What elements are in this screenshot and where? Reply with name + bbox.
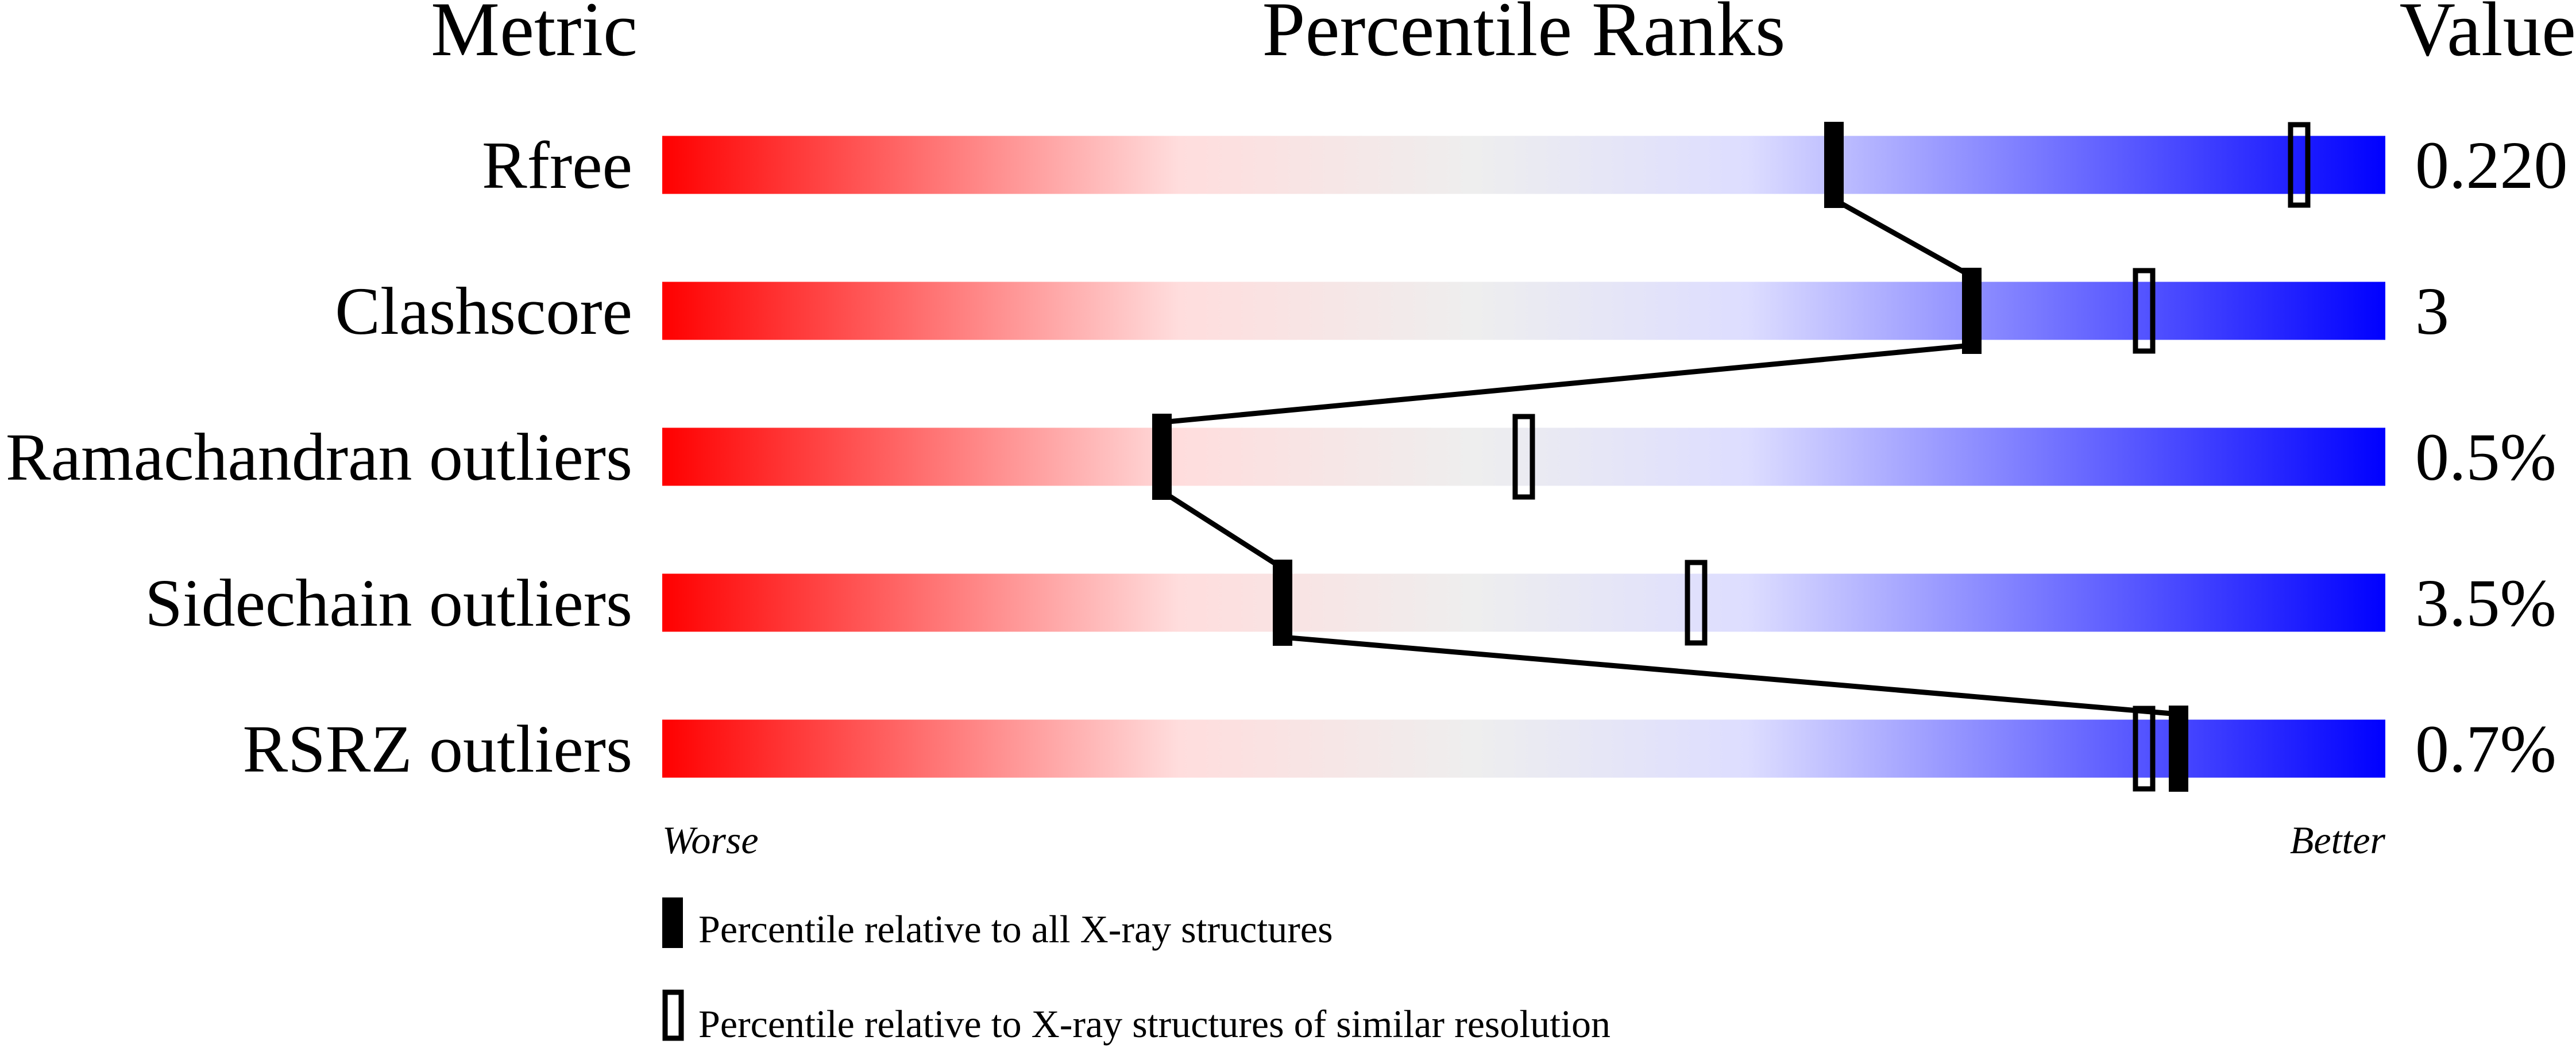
header-value: Value bbox=[2400, 0, 2576, 72]
marker-all-structures bbox=[1273, 560, 1292, 646]
metric-value: 3 bbox=[2415, 273, 2449, 349]
metric-value: 0.220 bbox=[2415, 128, 2568, 203]
header-percentile-ranks: Percentile Ranks bbox=[1262, 0, 1786, 72]
connector-line bbox=[1832, 197, 1973, 279]
metric-value: 3.5% bbox=[2415, 565, 2556, 641]
legend-open-label: Percentile relative to X-ray structures … bbox=[698, 1002, 1611, 1046]
metric-value: 0.5% bbox=[2415, 419, 2556, 495]
legend-filled-label: Percentile relative to all X-ray structu… bbox=[698, 907, 1333, 951]
percentile-bar bbox=[662, 427, 2385, 486]
metric-label: Sidechain outliers bbox=[145, 565, 632, 641]
axis-better-label: Better bbox=[2290, 818, 2386, 862]
marker-all-structures bbox=[1152, 414, 1172, 500]
metric-label: Clashscore bbox=[335, 273, 632, 349]
metric-label: Rfree bbox=[482, 128, 632, 203]
metric-label: RSRZ outliers bbox=[242, 711, 632, 787]
axis-worse-label: Worse bbox=[662, 818, 759, 862]
marker-all-structures bbox=[1962, 268, 1982, 354]
marker-similar-resolution bbox=[2288, 122, 2311, 208]
header-metric: Metric bbox=[431, 0, 638, 72]
percentile-bar bbox=[662, 282, 2385, 340]
metric-value: 0.7% bbox=[2415, 711, 2556, 787]
marker-all-structures bbox=[2169, 706, 2188, 792]
connector-line bbox=[1282, 634, 2179, 717]
metric-label: Ramachandran outliers bbox=[6, 419, 632, 495]
marker-similar-resolution bbox=[2133, 268, 2156, 354]
legend-filled-marker bbox=[662, 897, 683, 948]
connector-line bbox=[1160, 489, 1284, 571]
connector-line bbox=[1161, 342, 1972, 425]
marker-similar-resolution bbox=[2133, 706, 2156, 792]
marker-similar-resolution bbox=[1512, 414, 1535, 500]
legend-open-marker bbox=[662, 989, 684, 1041]
percentile-bar bbox=[662, 573, 2385, 632]
percentile-bar bbox=[662, 136, 2385, 194]
marker-all-structures bbox=[1824, 122, 1844, 208]
percentile-bar bbox=[662, 719, 2385, 778]
marker-similar-resolution bbox=[1685, 560, 1708, 646]
